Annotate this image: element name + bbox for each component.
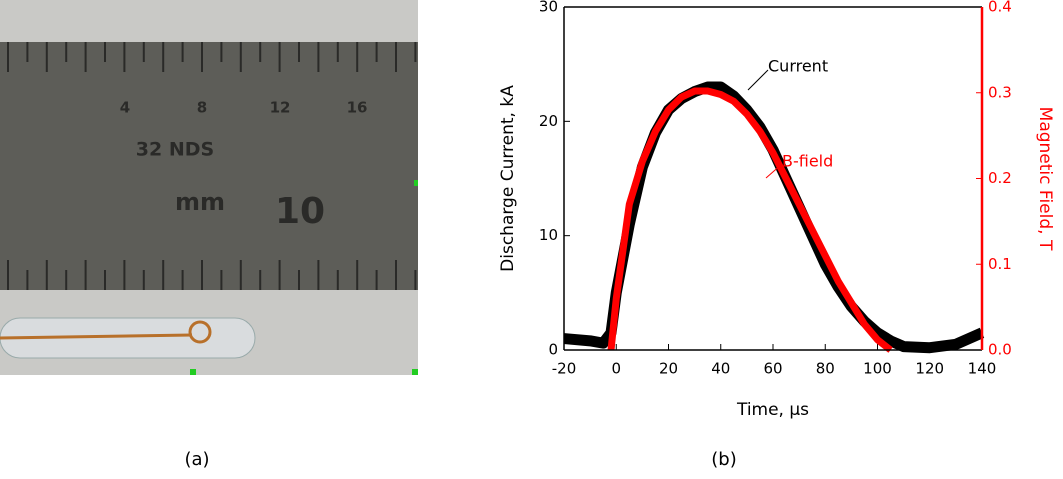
y-axis-label: Discharge Current, kA xyxy=(498,85,518,272)
x-tick-label: 0 xyxy=(611,360,621,378)
marker xyxy=(414,180,418,186)
y-tick-label: 30 xyxy=(539,0,558,16)
ruler-unit: mm xyxy=(175,188,225,216)
y2-tick-label: 0.0 xyxy=(988,341,1012,359)
x-axis-label: Time, μs xyxy=(736,400,809,420)
y2-tick-label: 0.3 xyxy=(988,83,1012,101)
ruler-label: 4 xyxy=(120,99,130,117)
ruler-label: 12 xyxy=(270,99,291,117)
ruler-label: 16 xyxy=(347,99,368,117)
x-tick-label: 80 xyxy=(816,360,835,378)
caption: (b) xyxy=(711,449,736,470)
leader xyxy=(747,69,769,91)
chart: -20 0 20 40 60 80 100 120 14001020300.00.10.20.3… xyxy=(498,0,1055,420)
y-tick-label: 0 xyxy=(548,341,558,359)
y-tick-label: 10 xyxy=(539,226,558,244)
x-tick-label: 140 xyxy=(968,360,997,378)
data-line xyxy=(607,87,893,353)
ruler-brand: 32 NDS xyxy=(136,139,214,161)
x-tick-label: 60 xyxy=(763,360,782,378)
wire xyxy=(0,333,193,340)
y2-tick-label: 0.4 xyxy=(988,0,1012,16)
coil xyxy=(188,320,212,344)
y-tick-label: 20 xyxy=(539,112,558,130)
x-tick-label: 40 xyxy=(711,360,730,378)
x-tick-label: -20 xyxy=(552,360,577,378)
y2-tick-label: 0.2 xyxy=(988,169,1012,187)
series-label: B-field xyxy=(782,152,833,171)
y2-tick-label: 0.1 xyxy=(988,255,1012,273)
ruler-big-label: 10 xyxy=(275,191,325,232)
caption: (a) xyxy=(184,449,209,470)
x-tick-label: 100 xyxy=(863,360,892,378)
photo: 4 8 12 16 32 NDS mm 10 xyxy=(0,0,418,375)
ruler xyxy=(0,42,418,290)
marker xyxy=(412,369,418,375)
series-label: Current xyxy=(768,57,828,76)
x-tick-label: 20 xyxy=(659,360,678,378)
ruler-label: 8 xyxy=(197,99,207,117)
y2-axis-label: Magnetic Field, T xyxy=(1035,107,1055,251)
marker xyxy=(190,369,196,375)
x-tick-label: 120 xyxy=(915,360,944,378)
leader xyxy=(765,163,783,179)
